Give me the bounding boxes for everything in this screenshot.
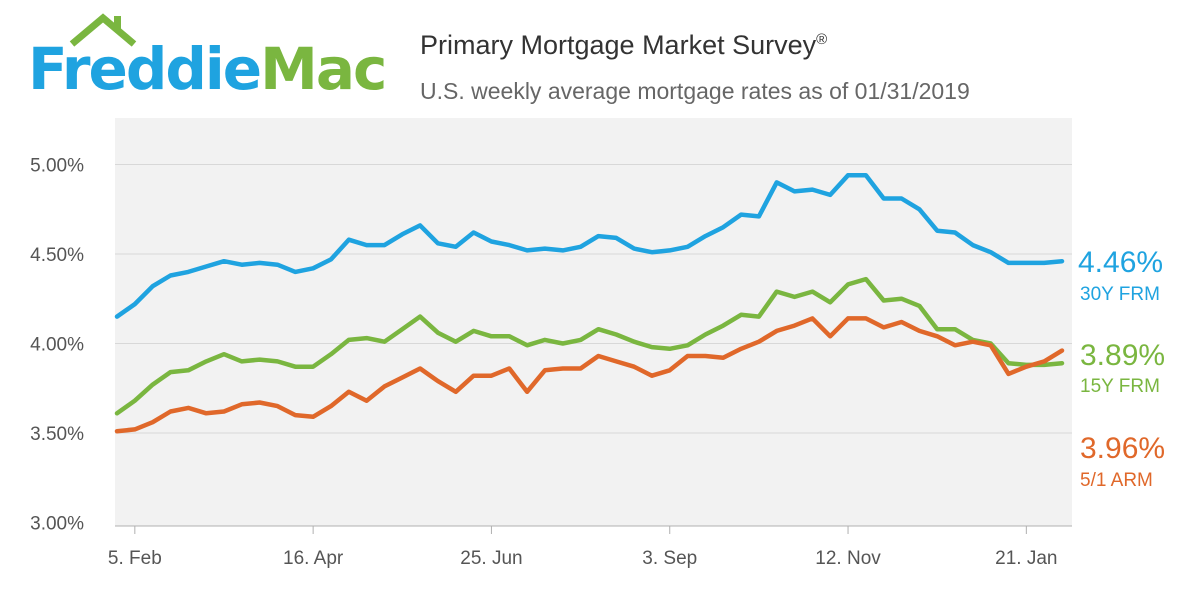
x-tick-label: 25. Jun [460,548,522,569]
x-tick-label: 3. Sep [642,548,697,569]
y-tick-label: 4.50% [30,245,84,266]
freddie-mac-logo: FreddieMac [28,40,387,98]
series-line-15y-frm [114,276,1065,416]
x-tick-label: 5. Feb [108,548,162,569]
registered-mark: ® [816,31,828,48]
y-tick-label: 5.00% [30,156,84,177]
series-line-30y-frm [114,173,1065,319]
house-roof [69,13,137,47]
plot-background [115,118,1072,526]
series-lines [114,173,1065,434]
chart-subtitle: U.S. weekly average mortgage rates as of… [420,78,970,104]
logo-house-icon [69,13,137,47]
x-tick-label: 12. Nov [815,548,881,569]
end-value-5-1-arm: 3.96% [1080,432,1166,465]
end-value-30y-frm: 4.46% [1078,246,1164,279]
end-value-15y-frm: 3.89% [1080,339,1166,372]
logo-text-freddie: Freddie [28,35,262,103]
y-tick-label: 4.00% [30,334,84,355]
chart-title: Primary Mortgage Market Survey® [420,30,827,61]
y-tick-label: 3.00% [30,513,84,534]
series-label-30y-frm: 30Y FRM [1080,284,1160,305]
x-tick-label: 16. Apr [283,548,344,569]
series-line-5-1-arm [114,316,1065,434]
series-label-5-1-arm: 5/1 ARM [1080,470,1153,491]
chart-title-text: Primary Mortgage Market Survey [420,30,817,60]
house-chimney [114,16,121,30]
logo-text-mac: Mac [260,35,387,103]
x-axis-ticks: 5. Feb 16. Apr 25. Jun 3. Sep 12. Nov 21. Jan [108,526,1058,569]
y-tick-label: 3.50% [30,424,84,445]
gridlines [115,164,1072,434]
y-axis-ticks: 3.00% 3.50% 4.00% 4.50% 5.00% [30,156,84,535]
x-tick-label: 21. Jan [995,548,1057,569]
series-label-15y-frm: 15Y FRM [1080,376,1160,397]
